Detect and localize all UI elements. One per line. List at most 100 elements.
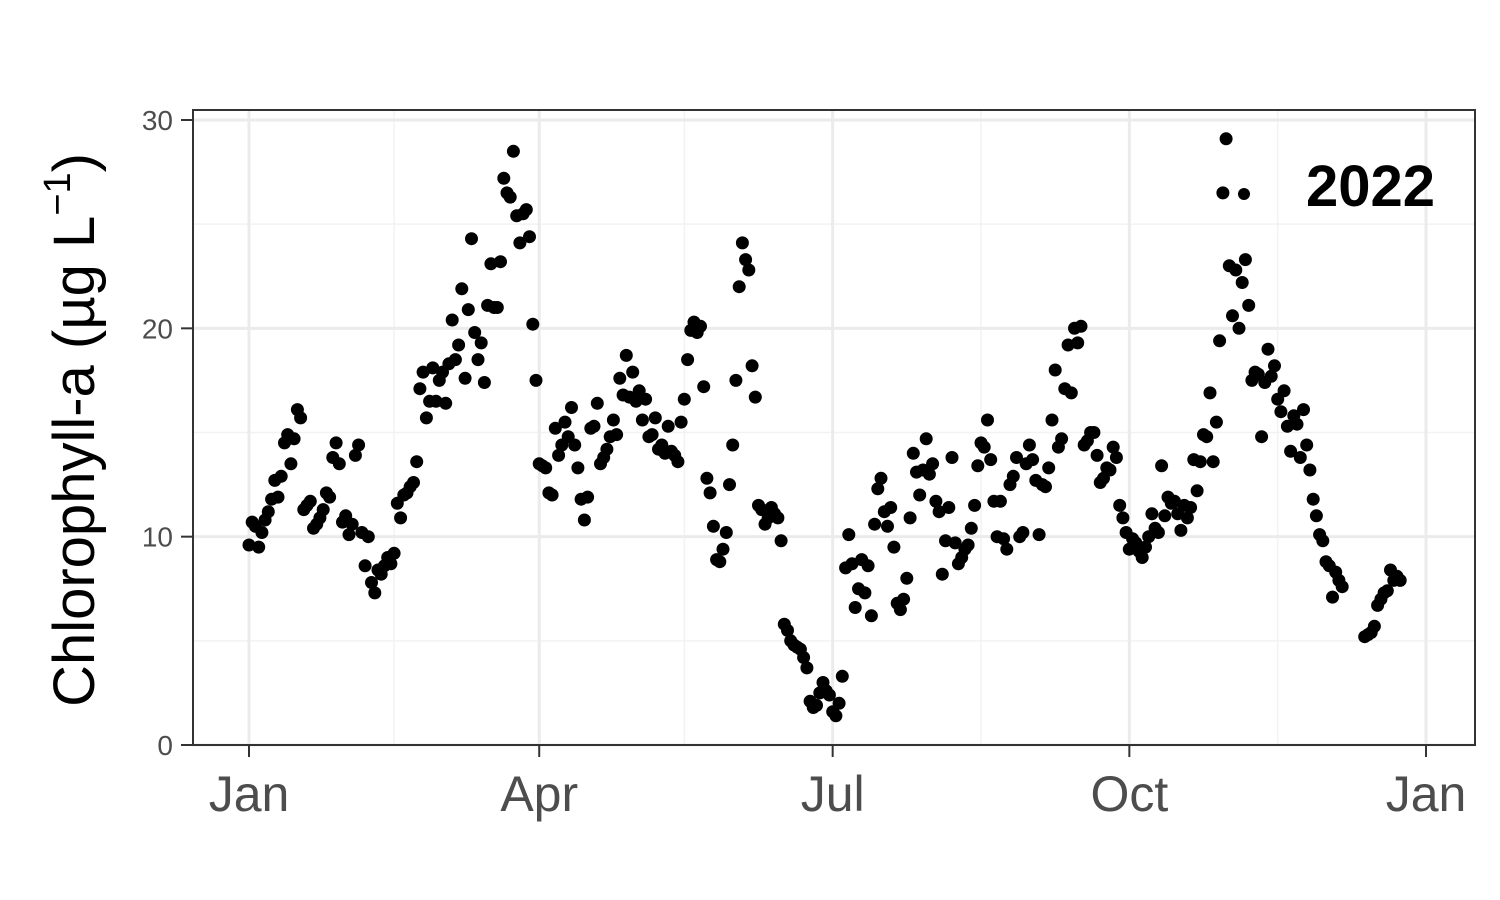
data-point [781, 623, 794, 637]
data-point [468, 326, 482, 339]
data-point [284, 457, 298, 471]
y-axis-title-unit: µg L [42, 216, 107, 330]
data-point [332, 457, 346, 471]
data-point [490, 301, 504, 314]
data-point [1335, 580, 1349, 594]
data-point [1174, 523, 1188, 537]
data-point [323, 490, 337, 504]
data-point [726, 438, 740, 452]
data-point [903, 511, 917, 525]
data-point [529, 373, 543, 387]
data-point [858, 586, 872, 600]
data-point [558, 415, 572, 429]
data-point [797, 651, 811, 664]
data-point [913, 488, 927, 502]
data-point [832, 696, 846, 710]
data-point [577, 513, 591, 527]
data-point [729, 373, 743, 387]
data-point [932, 505, 946, 519]
data-point [1010, 451, 1023, 464]
data-point [1151, 526, 1165, 539]
data-point [1103, 463, 1117, 477]
data-point [1367, 619, 1381, 633]
y-tick-label: 20 [142, 313, 173, 344]
data-point [506, 144, 520, 158]
data-point [1022, 438, 1036, 452]
data-point [1071, 336, 1085, 350]
data-point [448, 353, 462, 367]
data-point [748, 390, 762, 404]
y-axis-title-main: Chlorophyll-a ( [42, 330, 107, 707]
data-point [1193, 455, 1207, 469]
data-point [619, 348, 633, 362]
data-point [1268, 359, 1281, 373]
x-axis: Jan Apr Jul Oct Jan [209, 745, 1467, 822]
data-point [745, 359, 759, 373]
data-point [1261, 342, 1275, 356]
data-point [565, 401, 578, 414]
data-point [606, 413, 620, 427]
data-point [645, 428, 659, 442]
y-axis-title: Chlorophyll-a (µg L−1) [37, 153, 107, 707]
data-point [694, 319, 707, 333]
data-point [526, 317, 540, 331]
data-point [348, 448, 362, 462]
data-point [1232, 321, 1246, 335]
data-point [1206, 455, 1220, 469]
data-point [716, 542, 730, 556]
data-point [971, 459, 985, 473]
data-point [1045, 413, 1059, 427]
data-point [439, 396, 453, 410]
data-point [548, 421, 562, 435]
data-point [1380, 584, 1394, 598]
data-point [1000, 542, 1014, 556]
x-tick-label: Apr [500, 766, 578, 822]
data-point [842, 528, 856, 542]
data-point [590, 396, 604, 410]
data-point [1200, 430, 1214, 444]
data-point [242, 538, 256, 552]
data-point [977, 440, 991, 454]
data-point [1048, 363, 1062, 377]
data-point [774, 534, 788, 548]
data-point [848, 601, 862, 614]
data-point [303, 494, 317, 508]
data-point [365, 576, 378, 589]
data-point [1326, 590, 1339, 604]
data-point [964, 521, 978, 535]
data-point [352, 438, 366, 452]
data-point [1277, 384, 1291, 398]
data-point [822, 688, 836, 702]
data-point [477, 376, 491, 389]
data-point [1016, 526, 1030, 539]
data-point [735, 236, 749, 250]
data-point [274, 469, 288, 483]
data-point [1229, 263, 1243, 277]
data-point [519, 203, 533, 217]
data-point [939, 534, 952, 548]
data-point [935, 567, 949, 581]
data-point [868, 517, 882, 531]
data-point [897, 592, 911, 606]
data-point [835, 669, 849, 683]
data-point [948, 536, 962, 550]
data-point [410, 455, 424, 469]
data-point [1180, 511, 1194, 525]
data-point [713, 555, 727, 569]
data-point [864, 609, 878, 623]
data-point [1226, 309, 1239, 323]
data-point [984, 453, 998, 467]
data-point [494, 255, 507, 269]
data-point [1113, 498, 1127, 512]
data-point [1274, 405, 1288, 419]
data-point [626, 365, 640, 379]
data-point [639, 392, 653, 406]
data-point [661, 419, 675, 433]
data-point [874, 471, 888, 485]
data-point [261, 505, 275, 519]
data-point [287, 432, 301, 446]
data-point [552, 448, 566, 462]
x-tick-label: Jan [1386, 766, 1467, 822]
y-axis-title-close: ) [42, 153, 107, 172]
data-point [361, 530, 375, 544]
